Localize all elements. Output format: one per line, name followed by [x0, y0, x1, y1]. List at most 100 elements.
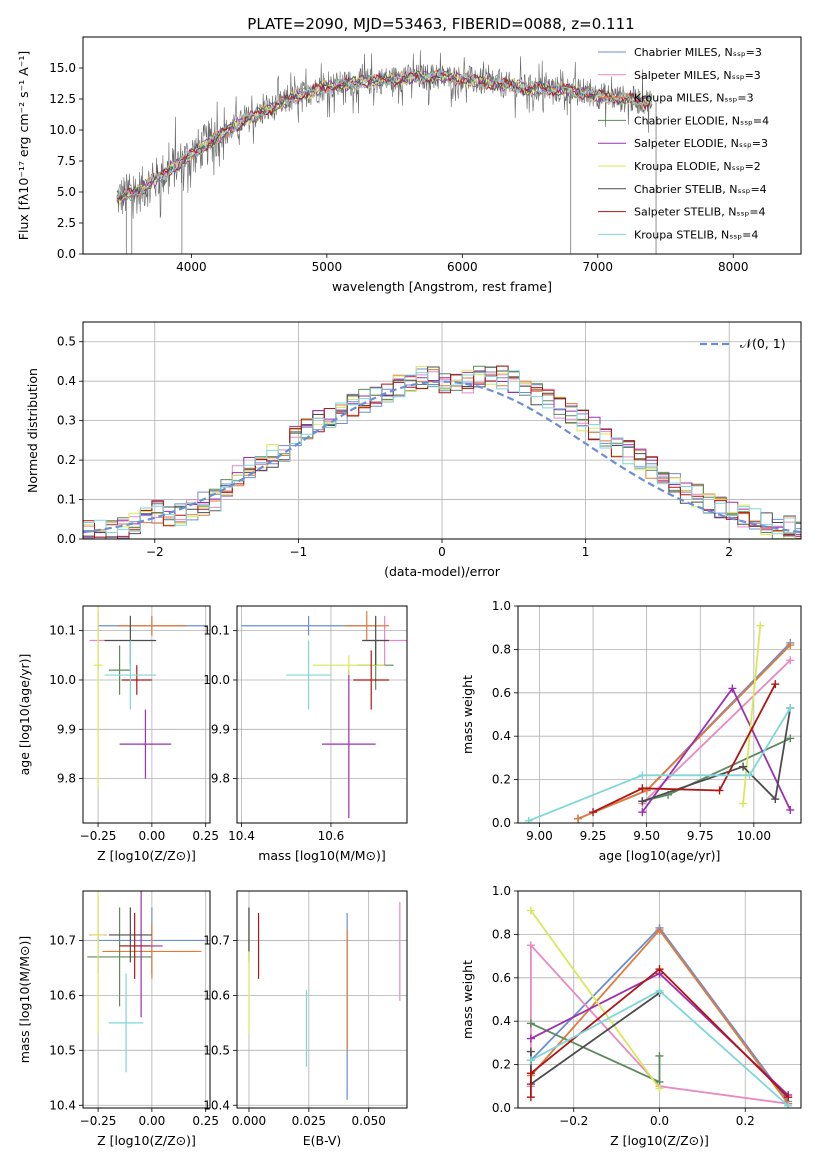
- y-tick-label: 0.3: [57, 414, 76, 428]
- age-vs-mass-panel: 10.4 10.6 9.8 9.9 10.0 10.1 mass [log10(M/M⊙)]: [203, 605, 408, 863]
- legend-entry-label: Kroupa MILES, Nₛₛₚ=3: [634, 92, 754, 105]
- x-tick-label: −0.25: [80, 829, 117, 843]
- weight-vs-age-panel: 9.00 9.25 9.50 9.75 10.00 0.0 0.2 0.4 0.6 0.8 1.0 a…: [460, 599, 802, 863]
- y-tick-label: 2.5: [57, 216, 76, 230]
- model-spectrum-line: [116, 69, 652, 200]
- y-tick-label: 10.1: [203, 624, 230, 638]
- x-tick-label: 1: [582, 545, 590, 559]
- axes-frame: [236, 605, 408, 824]
- x-tick-label: 10.4: [228, 829, 255, 843]
- legend-entry-label: Salpeter STELIB, Nₛₛₚ=4: [634, 206, 766, 219]
- x-tick-label: 0.2: [736, 1114, 755, 1128]
- x-tick-label: 9.75: [687, 829, 714, 843]
- x-tick-label: 6000: [447, 260, 478, 274]
- y-tick-label: 10.5: [203, 1043, 230, 1057]
- weight-series-line: [528, 707, 792, 822]
- gaussian-curve: [83, 380, 801, 534]
- y-axis-label: age [log10(age/yr)]: [17, 654, 32, 776]
- x-axis-label: (data-model)/error: [384, 564, 501, 579]
- weight-series-line: [530, 967, 789, 1098]
- x-tick-label: 0: [438, 545, 446, 559]
- y-tick-label: 9.9: [211, 722, 230, 736]
- y-tick-label: 15.0: [49, 61, 76, 75]
- legend-entry-label: Chabrier STELIB, Nₛₛₚ=4: [634, 183, 767, 196]
- y-tick-label: 9.8: [211, 772, 230, 786]
- y-tick-label: 10.6: [203, 988, 230, 1002]
- legend-entry-label: Kroupa ELODIE, Nₛₛₚ=2: [634, 160, 761, 173]
- y-tick-label: 10.1: [49, 624, 76, 638]
- x-tick-label: 9.50: [633, 829, 660, 843]
- x-tick-label: 0.25: [192, 829, 219, 843]
- weight-series-line: [577, 642, 791, 820]
- y-tick-label: 1.0: [492, 599, 511, 613]
- y-tick-label: 0.4: [492, 729, 511, 743]
- y-tick-label: 0.4: [57, 374, 76, 388]
- weight-series-line: [530, 909, 661, 1090]
- model-spectrum-line: [116, 70, 653, 206]
- y-tick-label: 0.2: [492, 1058, 511, 1072]
- axes-frame: [82, 321, 802, 540]
- x-tick-label: 9.00: [526, 829, 553, 843]
- x-tick-label: 10.6: [318, 829, 345, 843]
- x-tick-label: −0.2: [559, 1114, 588, 1128]
- y-tick-label: 9.8: [57, 772, 76, 786]
- mass-vs-ebv-panel: 0.000 0.025 0.050 10.4 10.5 10.6 10.7 E(B-V): [203, 890, 408, 1148]
- y-tick-label: 10.5: [49, 1043, 76, 1057]
- axes-frame: [517, 605, 802, 824]
- model-spectrum-line: [116, 69, 653, 200]
- x-tick-label: 7000: [583, 260, 614, 274]
- axes-frame: [82, 890, 211, 1109]
- y-axis-label: mass [log10(M/M⊙)]: [17, 936, 32, 1064]
- grid: [237, 891, 407, 1108]
- x-tick-label: 2: [725, 545, 733, 559]
- x-tick-label: −2: [146, 545, 164, 559]
- x-tick-label: 0.00: [139, 829, 166, 843]
- x-axis-label: E(B-V): [303, 1133, 342, 1148]
- grid: [83, 606, 210, 823]
- x-tick-label: 4000: [176, 260, 207, 274]
- legend-entry-label: 𝒩(0, 1): [740, 336, 786, 351]
- weight-series-line: [642, 707, 792, 803]
- residual-histogram-step: [83, 371, 801, 539]
- weight-series-line: [592, 683, 777, 813]
- y-tick-label: 0.6: [492, 971, 511, 985]
- x-tick-label: 0.050: [352, 1114, 386, 1128]
- axes-frame: [82, 605, 211, 824]
- y-tick-label: 0.1: [57, 493, 76, 507]
- y-tick-label: 0.5: [57, 335, 76, 349]
- y-tick-label: 12.5: [49, 92, 76, 106]
- x-tick-label: 0.0: [650, 1114, 669, 1128]
- y-tick-label: 10.4: [49, 1098, 76, 1112]
- axes-frame: [517, 890, 802, 1109]
- y-tick-label: 5.0: [57, 185, 76, 199]
- y-tick-label: 10.4: [203, 1098, 230, 1112]
- y-axis-label: Normed distribution: [25, 368, 40, 493]
- residual-histogram-step: [83, 369, 801, 539]
- grid: [237, 606, 407, 823]
- axes-frame: [82, 36, 802, 255]
- plot-area: [89, 606, 206, 789]
- residual-histogram-step: [83, 371, 801, 539]
- x-axis-label: Z [log10(Z/Z⊙)]: [97, 1133, 196, 1148]
- residual-histogram-step: [83, 365, 801, 539]
- residual-histogram-step: [83, 370, 801, 539]
- x-axis-label: Z [log10(Z/Z⊙)]: [97, 848, 196, 863]
- x-tick-label: 5000: [312, 260, 343, 274]
- legend-entry-label: Kroupa STELIB, Nₛₛₚ=4: [634, 228, 758, 241]
- residuals-panel: −2 −1 0 1 2 0.0 0.1 0.2 0.3 0.4 0.5 (data-model)/er…: [25, 321, 802, 579]
- y-tick-label: 0.0: [492, 816, 511, 830]
- legend: Chabrier MILES, Nₛₛₚ=3 Salpeter MILES, Nₛ…: [598, 46, 769, 241]
- residual-histogram-step: [83, 365, 801, 539]
- x-axis-label: mass [log10(M/M⊙)]: [258, 848, 386, 863]
- y-tick-label: 1.0: [492, 884, 511, 898]
- y-tick-label: 9.9: [57, 722, 76, 736]
- weight-vs-metallicity-panel: −0.2 0.0 0.2 0.0 0.2 0.4 0.6 0.8 1.0 Z [log10(Z/Z…: [460, 884, 802, 1148]
- x-tick-label: 0.00: [139, 1114, 166, 1128]
- legend: 𝒩(0, 1): [700, 336, 786, 351]
- y-tick-label: 0.4: [492, 1014, 511, 1028]
- x-axis-label: Z [log10(Z/Z⊙)]: [610, 1133, 709, 1148]
- x-tick-label: 8000: [718, 260, 749, 274]
- y-tick-label: 7.5: [57, 154, 76, 168]
- weight-series-line: [530, 942, 789, 1105]
- y-tick-label: 10.0: [49, 673, 76, 687]
